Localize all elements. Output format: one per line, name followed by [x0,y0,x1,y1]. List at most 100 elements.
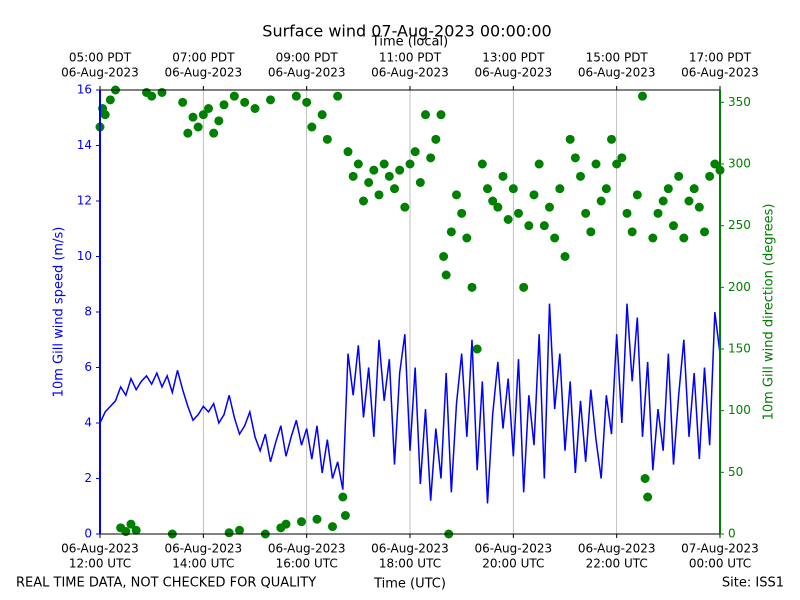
wind-direction-point [576,171,585,181]
wind-direction-point [617,153,627,163]
wind-direction-point [627,227,637,237]
wind-direction-point [581,208,591,218]
x-tick-label: 06-Aug-2023 [268,542,346,556]
y2-tick-label: 50 [728,465,743,479]
y-tick-label: 14 [77,138,92,152]
top-x-tick-label: 06-Aug-2023 [371,66,449,80]
wind-direction-point [302,97,312,107]
wind-direction-point [374,190,384,200]
wind-direction-point [705,171,715,181]
wind-direction-point [390,184,399,194]
wind-direction-point [439,252,449,261]
wind-direction-point [524,221,534,231]
top-x-tick-label: 06-Aug-2023 [165,66,243,80]
wind-speed-line [99,303,721,504]
top-x-tick-label: 11:00 PDT [379,51,442,65]
wind-direction-point [410,147,420,157]
wind-direction-point [131,525,141,535]
wind-direction-point [343,147,353,157]
y-tick-label: 0 [84,527,92,541]
wind-direction-point [322,134,332,144]
wind-direction-point [640,474,650,483]
wind-direction-point [317,110,327,120]
wind-direction-point [622,208,632,218]
wind-direction-point [586,227,596,237]
wind-direction-point [508,184,518,194]
y-tick-label: 16 [77,83,92,97]
y-tick-label: 6 [84,360,92,374]
y-tick-label: 12 [77,194,92,208]
wind-direction-point [188,112,198,122]
top-x-tick-label: 07:00 PDT [172,51,235,65]
footer-note: REAL TIME DATA, NOT CHECKED FOR QUALITY [16,576,316,591]
wind-direction-point [209,128,219,138]
wind-direction-point [632,190,642,200]
wind-direction-point [555,184,565,194]
y2-tick-label: 300 [728,157,751,171]
y2-tick-label: 0 [728,527,736,541]
wind-direction-point [674,171,684,181]
wind-direction-point [400,202,410,212]
wind-direction-point [550,233,560,243]
wind-direction-point [689,184,699,194]
wind-direction-point [643,492,653,502]
wind-direction-point [364,178,374,187]
x-tick-label: 06-Aug-2023 [165,542,243,556]
wind-direction-point [612,159,622,169]
wind-direction-point [658,196,668,206]
x-tick-label: 22:00 UTC [586,557,648,571]
y-tick-label: 8 [84,305,92,319]
top-x-tick-label: 13:00 PDT [482,51,545,65]
wind-direction-point [193,122,203,132]
wind-direction-point [353,159,363,169]
y2-tick-label: 150 [728,342,751,356]
wind-direction-point [348,171,358,181]
wind-direction-point [591,159,601,169]
wind-direction-point [565,134,575,144]
wind-direction-point [426,153,436,163]
y-axis-label: 10m Gill wind speed (m/s) [52,227,67,398]
wind-direction-point [694,202,704,212]
wind-direction-point [183,128,193,138]
wind-direction-point [663,184,673,194]
y-tick-label: 4 [84,416,92,430]
top-x-tick-label: 17:00 PDT [689,51,752,65]
wind-direction-point [100,110,110,120]
top-x-tick-label: 06-Aug-2023 [475,66,553,80]
top-x-tick-label: 06-Aug-2023 [681,66,759,80]
wind-direction-point [679,233,689,243]
wind-direction-point [369,165,379,175]
chart-title: Surface wind 07-Aug-2023 00:00:00 [262,22,551,41]
x-tick-label: 07-Aug-2023 [681,542,759,556]
wind-direction-point [539,221,549,231]
x-tick-label: 06-Aug-2023 [578,542,656,556]
wind-direction-point [684,196,694,206]
x-tick-label: 16:00 UTC [276,557,338,571]
top-x-tick-label: 06-Aug-2023 [268,66,346,80]
wind-direction-point [498,171,508,181]
wind-direction-point [219,100,229,110]
wind-direction-point [395,165,405,175]
wind-direction-point [452,190,461,200]
wind-direction-point [250,104,260,113]
wind-direction-point [601,184,611,194]
y2-tick-label: 350 [728,95,751,109]
wind-direction-point [467,282,477,292]
wind-direction-point [607,134,616,144]
wind-direction-point [596,196,606,206]
y2-tick-label: 250 [728,218,751,232]
wind-direction-point [457,208,467,218]
top-x-tick-label: 05:00 PDT [69,51,132,65]
wind-direction-point [229,91,239,101]
wind-direction-point [266,95,275,105]
wind-direction-point [560,252,570,261]
y-tick-label: 2 [84,471,92,485]
wind-direction-point [462,233,472,243]
wind-direction-point [648,233,658,243]
wind-direction-point [291,91,301,101]
wind-direction-point [338,492,348,502]
wind-direction-point [157,87,167,97]
wind-direction-point [328,522,337,532]
x-tick-label: 20:00 UTC [482,557,544,571]
